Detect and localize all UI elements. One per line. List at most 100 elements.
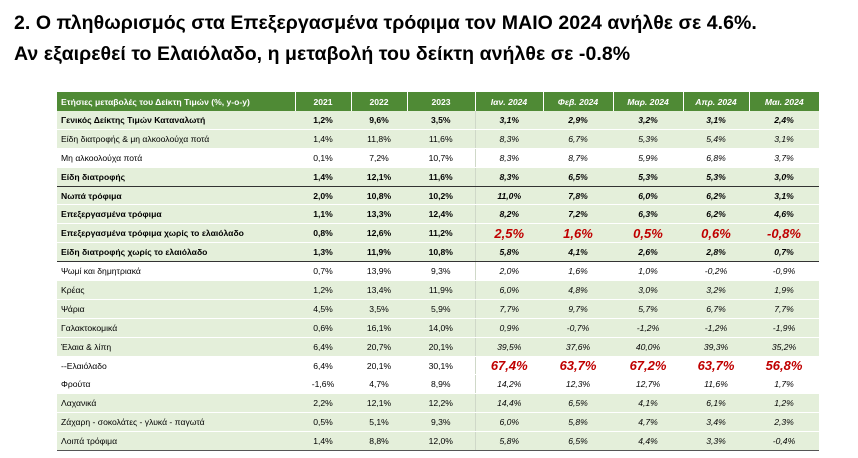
row-value: 11,8%: [351, 129, 407, 149]
row-value: 8,7%: [543, 148, 613, 168]
row-value: 1,3%: [295, 242, 351, 263]
table-row: Επεξεργασμένα τρόφιμα χωρίς το ελαιόλαδο…: [57, 223, 819, 244]
table-row: Γενικός Δείκτης Τιμών Καταναλωτή 1,2% 9,6%…: [57, 111, 819, 130]
row-value: 20,1%: [407, 337, 475, 357]
row-value: 11,2%: [407, 223, 475, 244]
row-value: 63,7%: [683, 356, 749, 376]
row-value: 6,0%: [474, 412, 543, 433]
row-value: 1,6%: [543, 261, 613, 282]
row-value: 6,3%: [613, 204, 683, 225]
row-value: 63,7%: [543, 356, 613, 376]
row-value: 2,9%: [543, 111, 613, 130]
row-value: 14,4%: [474, 393, 543, 414]
table-row: Ψωμί και δημητριακά 0,7% 13,9% 9,3% 2,0% 1,6%…: [57, 261, 819, 282]
row-value: -0,7%: [543, 318, 613, 338]
table-row: Είδη διατροφής χωρίς το ελαιόλαδο 1,3% 11,…: [57, 242, 819, 263]
row-value: 13,4%: [351, 280, 407, 300]
row-value: 7,7%: [474, 299, 543, 319]
row-value: -0,2%: [683, 261, 749, 282]
row-value: 3,1%: [683, 111, 749, 130]
row-label: Λοιπά τρόφιμα: [57, 431, 295, 452]
row-value: 67,2%: [613, 356, 683, 376]
row-value: 5,3%: [613, 167, 683, 187]
table-row: Ψάρια 4,5% 3,5% 5,9% 7,7% 9,7% 5,7% 6,7% 7,7%: [57, 299, 819, 319]
header-cell-2021: 2021: [294, 92, 351, 111]
row-value: 0,8%: [295, 223, 351, 244]
row-value: 3,2%: [683, 280, 749, 300]
row-value: 3,1%: [749, 186, 819, 206]
row-value: 2,8%: [683, 242, 749, 263]
row-value: 7,8%: [543, 186, 613, 206]
row-value: 6,0%: [474, 280, 543, 300]
row-value: 3,4%: [683, 412, 749, 433]
row-value: -1,2%: [683, 318, 749, 338]
row-value: 2,3%: [749, 412, 819, 433]
row-label: Επεξεργασμένα τρόφιμα χωρίς το ελαιόλαδο: [57, 223, 295, 244]
row-value: 0,7%: [749, 242, 819, 263]
table-row: Γαλακτοκομικά 0,6% 16,1% 14,0% 0,9% -0,7% -1,2…: [57, 318, 819, 338]
row-value: 4,6%: [749, 204, 819, 225]
row-label: Ψάρια: [57, 299, 295, 319]
row-value: 1,4%: [295, 167, 351, 187]
row-value: 3,7%: [749, 148, 819, 168]
row-value: 6,4%: [295, 356, 351, 376]
row-value: 12,2%: [407, 393, 475, 414]
table-row: Είδη διατροφής 1,4% 12,1% 11,6% 8,3% 6,5% 5,3%…: [57, 167, 819, 187]
row-value: 5,1%: [351, 412, 407, 433]
header-cell-feb-2024: Φεβ. 2024: [542, 92, 613, 111]
row-value: 12,7%: [613, 374, 683, 395]
row-value: 12,1%: [351, 167, 407, 187]
table-header-row: Ετήσιες μεταβολές του Δείκτη Τιμών (%, y…: [57, 92, 819, 111]
row-value: -0,4%: [749, 431, 819, 452]
heading-line-1: 2. Ο πληθωρισμός στα Επεξεργασμένα τρόφι…: [14, 12, 757, 34]
row-value: 2,5%: [474, 223, 543, 244]
header-cell-2023: 2023: [406, 92, 475, 111]
row-value: 12,0%: [407, 431, 475, 452]
row-value: 6,2%: [683, 204, 749, 225]
row-value: 2,0%: [295, 186, 351, 206]
row-value: 9,6%: [351, 111, 407, 130]
row-value: 5,9%: [613, 148, 683, 168]
row-value: 10,8%: [407, 242, 475, 263]
row-value: 0,5%: [613, 223, 683, 244]
header-cell-may-2024: Μαι. 2024: [748, 92, 819, 111]
row-value: 6,5%: [543, 393, 613, 414]
row-value: 1,9%: [749, 280, 819, 300]
table-row: Νωπά τρόφιμα 2,0% 10,8% 10,2% 11,0% 7,8% 6,0% 6…: [57, 186, 819, 206]
row-value: 56,8%: [749, 356, 819, 376]
row-value: 11,9%: [351, 242, 407, 263]
row-value: 9,7%: [543, 299, 613, 319]
row-value: 8,3%: [474, 167, 543, 187]
row-value: 1,7%: [749, 374, 819, 395]
row-value: 8,9%: [407, 374, 475, 395]
row-value: 40,0%: [613, 337, 683, 357]
row-value: 11,6%: [407, 129, 475, 149]
row-value: 14,0%: [407, 318, 475, 338]
row-value: 2,0%: [474, 261, 543, 282]
row-label: Λαχανικά: [57, 393, 295, 414]
row-value: 3,0%: [749, 167, 819, 187]
table-row: Είδη διατροφής & μη αλκοολούχα ποτά 1,4% 1…: [57, 129, 819, 149]
row-value: 20,1%: [351, 356, 407, 376]
row-value: 6,7%: [683, 299, 749, 319]
row-value: 4,7%: [351, 374, 407, 395]
row-value: -1,9%: [749, 318, 819, 338]
row-value: 67,4%: [474, 356, 543, 376]
row-value: 7,7%: [749, 299, 819, 319]
row-value: 1,4%: [295, 129, 351, 149]
row-value: 37,6%: [543, 337, 613, 357]
row-value: 9,3%: [407, 412, 475, 433]
header-cell-apr-2024: Απρ. 2024: [682, 92, 749, 111]
row-label: Γενικός Δείκτης Τιμών Καταναλωτή: [57, 111, 295, 130]
row-label: Έλαια & λίπη: [57, 337, 295, 357]
row-value: 3,2%: [613, 111, 683, 130]
row-value: 13,3%: [351, 204, 407, 225]
row-value: 2,2%: [295, 393, 351, 414]
row-value: 3,3%: [683, 431, 749, 452]
row-value: 12,4%: [407, 204, 475, 225]
table-row: Έλαια & λίπη 6,4% 20,7% 20,1% 39,5% 37,6% 40,0…: [57, 337, 819, 357]
row-value: 11,6%: [407, 167, 475, 187]
row-value: 8,8%: [351, 431, 407, 452]
table-row: Επεξεργασμένα τρόφιμα 1,1% 13,3% 12,4% 8,2% 7…: [57, 204, 819, 225]
row-value: 20,7%: [351, 337, 407, 357]
